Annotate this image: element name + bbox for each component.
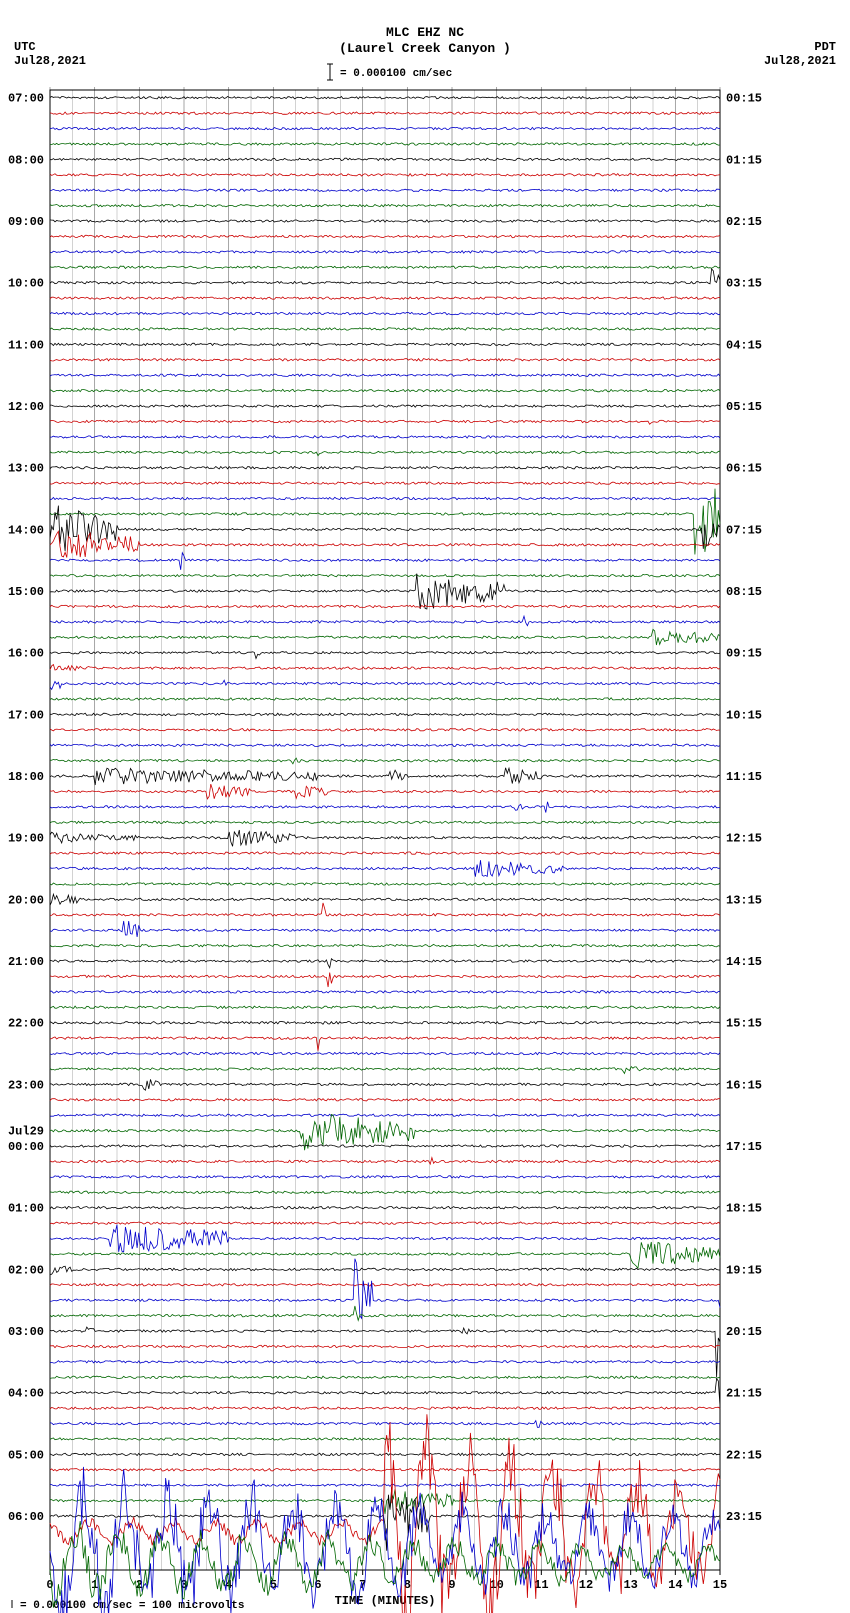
right-hour-label: 01:15 bbox=[726, 153, 762, 167]
right-hour-label: 12:15 bbox=[726, 832, 762, 846]
left-hour-label: 00:00 bbox=[8, 1140, 44, 1154]
right-hour-label: 14:15 bbox=[726, 955, 762, 969]
right-hour-label: 08:15 bbox=[726, 585, 762, 599]
left-hour-label: 07:00 bbox=[8, 92, 44, 106]
left-hour-label: 05:00 bbox=[8, 1448, 44, 1462]
right-hour-label: 05:15 bbox=[726, 400, 762, 414]
date-left: Jul28,2021 bbox=[14, 54, 86, 68]
left-hour-label: 22:00 bbox=[8, 1017, 44, 1031]
xtick: 15 bbox=[713, 1578, 727, 1592]
right-hour-label: 09:15 bbox=[726, 647, 762, 661]
seismogram-svg: MLC EHZ NC(Laurel Creek Canyon ) = 0.0001… bbox=[0, 0, 850, 1613]
right-hour-label: 06:15 bbox=[726, 462, 762, 476]
right-hour-label: 20:15 bbox=[726, 1325, 762, 1339]
right-hour-label: 21:15 bbox=[726, 1387, 762, 1401]
right-hour-label: 22:15 bbox=[726, 1448, 762, 1462]
left-hour-label: Jul29 bbox=[8, 1125, 44, 1139]
left-hour-label: 16:00 bbox=[8, 647, 44, 661]
right-hour-label: 04:15 bbox=[726, 338, 762, 352]
left-hour-label: 12:00 bbox=[8, 400, 44, 414]
xtick: 13 bbox=[623, 1578, 637, 1592]
left-hour-label: 23:00 bbox=[8, 1078, 44, 1092]
right-hour-label: 15:15 bbox=[726, 1017, 762, 1031]
xtick: 14 bbox=[668, 1578, 682, 1592]
chart-title-2: (Laurel Creek Canyon ) bbox=[339, 41, 511, 56]
date-right: Jul28,2021 bbox=[764, 54, 836, 68]
seismogram-chart: MLC EHZ NC(Laurel Creek Canyon ) = 0.0001… bbox=[0, 0, 850, 1613]
left-hour-label: 09:00 bbox=[8, 215, 44, 229]
left-hour-label: 11:00 bbox=[8, 338, 44, 352]
xtick: 0 bbox=[46, 1578, 53, 1592]
scale-text: = 0.000100 cm/sec bbox=[340, 68, 452, 80]
chart-title-1: MLC EHZ NC bbox=[386, 25, 464, 40]
right-hour-label: 17:15 bbox=[726, 1140, 762, 1154]
left-hour-label: 04:00 bbox=[8, 1387, 44, 1401]
left-hour-label: 02:00 bbox=[8, 1263, 44, 1277]
x-axis-label: TIME (MINUTES) bbox=[335, 1594, 436, 1608]
left-hour-label: 13:00 bbox=[8, 462, 44, 476]
left-hour-label: 10:00 bbox=[8, 277, 44, 291]
right-hour-label: 02:15 bbox=[726, 215, 762, 229]
right-hour-label: 11:15 bbox=[726, 770, 762, 784]
right-hour-label: 18:15 bbox=[726, 1202, 762, 1216]
left-hour-label: 06:00 bbox=[8, 1510, 44, 1524]
xtick: 12 bbox=[579, 1578, 593, 1592]
left-hour-label: 20:00 bbox=[8, 893, 44, 907]
left-hour-label: 14:00 bbox=[8, 523, 44, 537]
right-hour-label: 19:15 bbox=[726, 1263, 762, 1277]
right-hour-label: 00:15 bbox=[726, 92, 762, 106]
tz-left: UTC bbox=[14, 40, 36, 54]
left-hour-label: 21:00 bbox=[8, 955, 44, 969]
left-hour-label: 08:00 bbox=[8, 153, 44, 167]
left-hour-label: 03:00 bbox=[8, 1325, 44, 1339]
left-hour-label: 01:00 bbox=[8, 1202, 44, 1216]
right-hour-label: 16:15 bbox=[726, 1078, 762, 1092]
left-hour-label: 18:00 bbox=[8, 770, 44, 784]
right-hour-label: 07:15 bbox=[726, 523, 762, 537]
left-hour-label: 19:00 bbox=[8, 832, 44, 846]
right-hour-label: 13:15 bbox=[726, 893, 762, 907]
left-hour-label: 17:00 bbox=[8, 708, 44, 722]
left-hour-label: 15:00 bbox=[8, 585, 44, 599]
right-hour-label: 10:15 bbox=[726, 708, 762, 722]
tz-right: PDT bbox=[814, 40, 836, 54]
right-hour-label: 23:15 bbox=[726, 1510, 762, 1524]
right-hour-label: 03:15 bbox=[726, 277, 762, 291]
